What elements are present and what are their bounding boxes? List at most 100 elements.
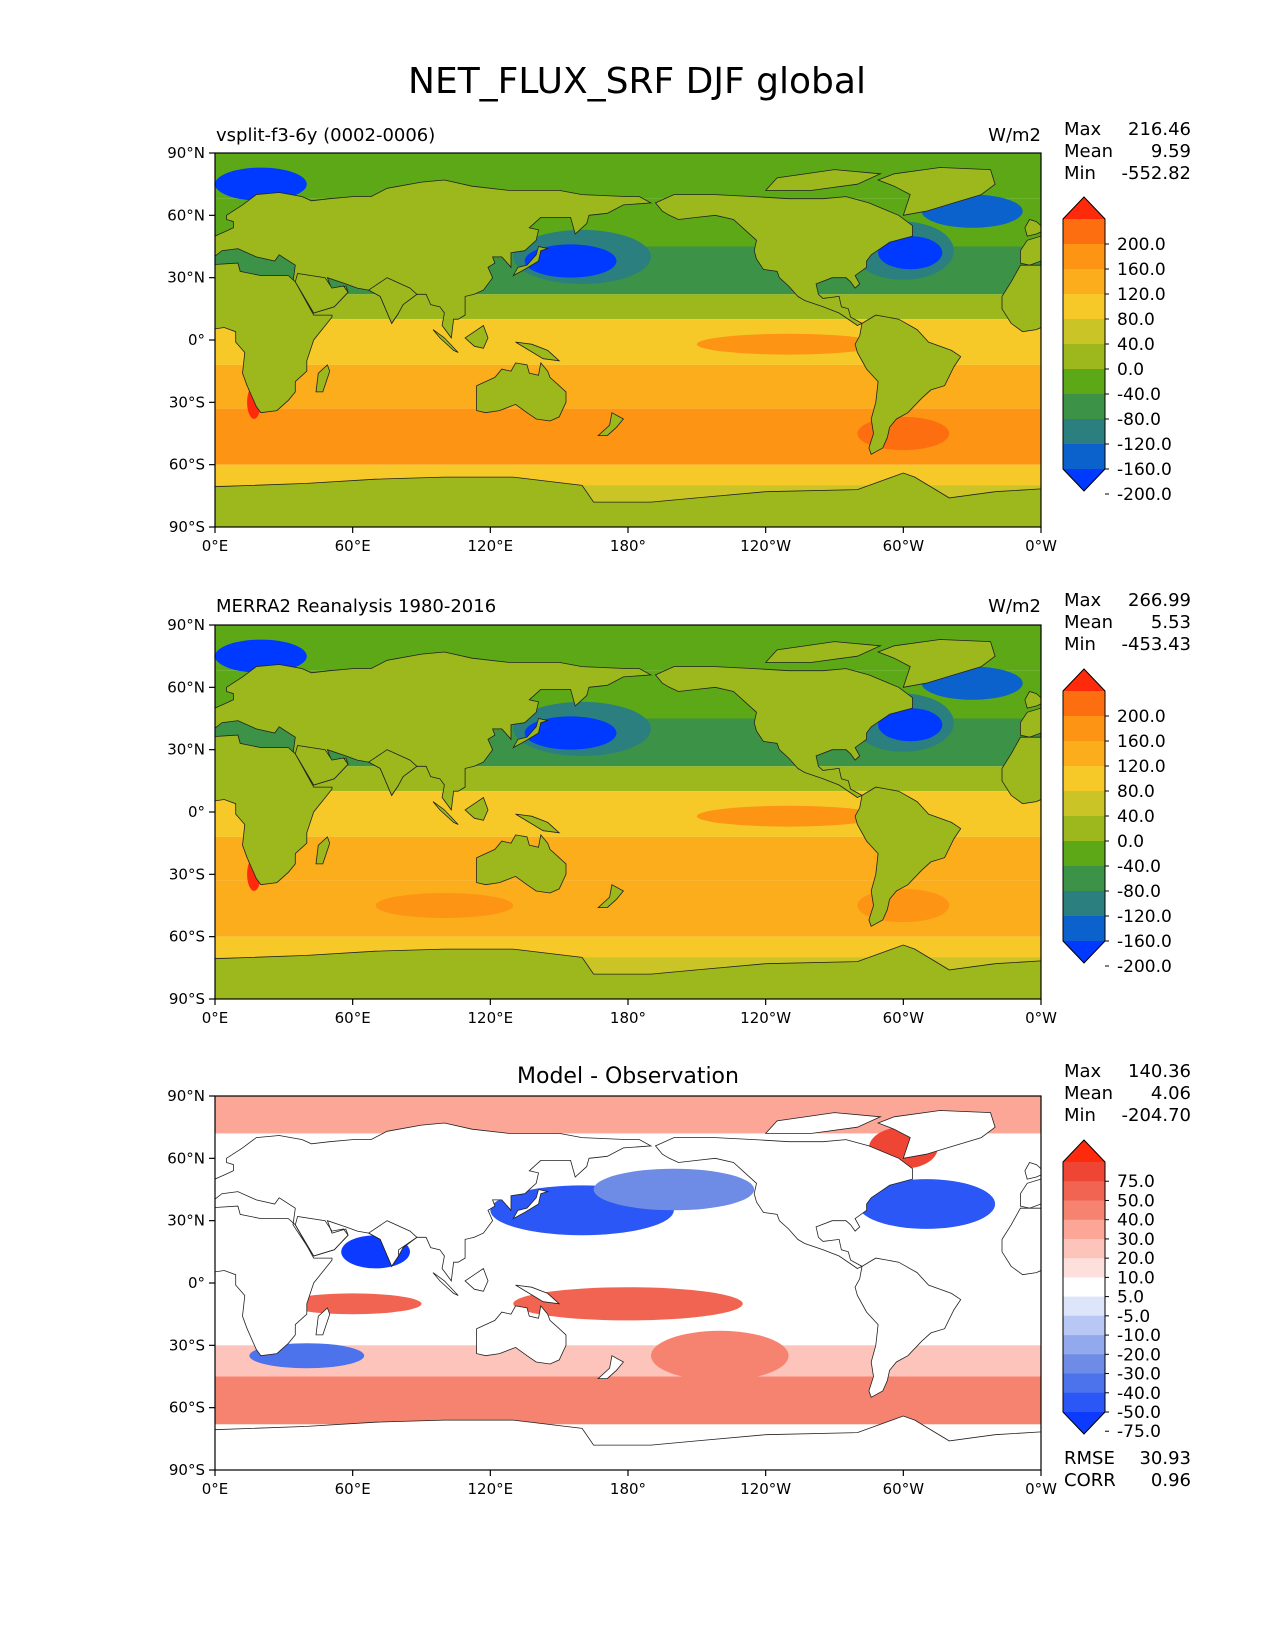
colorbar-label: 20.0 [1117,1249,1155,1269]
y-tick-label: 90°N [167,1087,205,1105]
y-tick-label: 60°N [167,206,205,224]
colorbar-extend-bottom [1063,469,1105,491]
stat-mean-label: Mean [1064,141,1113,162]
colorbar-segment [1063,1200,1105,1221]
y-tick-label: 60°N [167,1149,205,1167]
land-africa [215,1206,332,1356]
colorbar-segment [1063,244,1105,270]
colorbar-segment [1063,791,1105,817]
colorbar-segment [1063,816,1105,842]
colorbar-segment [1063,866,1105,892]
land-newGuinea [515,341,561,362]
panel-obs-field [215,625,1041,999]
stat-mean-value: 5.53 [1151,612,1191,633]
land-japan [513,1189,548,1219]
panel-obs-colorbar: 200.0 160.0 120.0 80.0 40.0 0.0 -40.0 -80.0 -120… [1062,668,1172,977]
x-tick-label: 0°E [202,1009,229,1027]
colorbar-label: -120.0 [1117,907,1172,927]
y-tick-label: 90°N [167,144,205,162]
x-tick-label: 120°W [740,537,791,555]
land-northAmerica [654,666,913,798]
colorbar-segment [1063,1258,1105,1278]
y-tick-label: 90°S [169,1461,205,1479]
land-borneo [464,796,489,821]
y-tick-label: 90°N [167,616,205,634]
land-southAmerica [854,314,962,455]
land-madagascar [315,364,331,393]
stat-min-label: Min [1064,634,1096,655]
colorbar-segment [1063,1373,1105,1394]
panel-diff-field [215,1096,1041,1470]
land-arabia [294,273,349,314]
coastline-nz [597,1355,625,1379]
panel-diff-y-ticks: 90°N 60°N 30°N 0° 30°S 60°S 90°S [167,1087,215,1479]
x-tick-label: 120°E [468,1480,514,1498]
colorbar-segment [1063,269,1105,295]
land-arcticCanada [764,169,882,191]
coastline-southAmerica [854,1257,962,1398]
land-africa [215,734,333,886]
y-tick-label: 30°N [167,1212,205,1230]
coastline-arabia [294,1216,349,1257]
stat-max-label: Max [1064,119,1102,140]
colorbar-label: 0.0 [1117,832,1144,852]
colorbar-extend-top [1063,1140,1105,1162]
n-atlantic-neg [857,1179,996,1229]
x-tick-label: 60°W [883,1009,925,1027]
land-westEurope [1020,235,1041,266]
x-tick-label: 0°W [1025,1480,1057,1498]
coastline-eurasia [215,1122,653,1282]
panel-obs-units: W/m2 [988,596,1041,617]
colorbar-label: 120.0 [1117,757,1166,777]
colorbar-segment [1063,1162,1105,1182]
colorbar-label: -80.0 [1117,410,1161,430]
stat-mean-value: 4.06 [1151,1083,1191,1104]
figure-title: NET_FLUX_SRF DJF global [408,61,866,102]
colorbar-label: -30.0 [1117,1365,1161,1385]
panel-diff-stats: Max 140.36 Mean 4.06 Min -204.70 [1064,1061,1191,1126]
stat-min-value: -204.70 [1122,1105,1191,1126]
coastline-arcticCanada [764,1112,882,1134]
x-tick-label: 0°E [202,1480,229,1498]
indian-gain [375,893,514,918]
se-pacific-pos [651,1330,789,1381]
colorbar-segment [1063,369,1105,395]
panel-diff: Model - Observation 0°E 60°E 120°E 180° 120°… [167,1061,1191,1498]
y-tick-label: 30°N [167,269,205,287]
land-newGuinea [515,1285,560,1304]
y-tick-label: 60°S [169,1399,205,1417]
land-africaW [1001,264,1041,333]
x-tick-label: 120°E [468,1009,514,1027]
colorbar-segment [1063,344,1105,370]
land-sumatra [432,801,459,825]
colorbar-label: 200.0 [1117,235,1166,255]
land-antarctica [215,472,1041,527]
coastline-newGuinea [515,1284,561,1305]
land-greenland [876,167,996,216]
y-tick-label: 30°N [167,741,205,759]
panel-obs-stats: Max 266.99 Mean 5.53 Min -453.43 [1064,590,1191,655]
x-tick-label: 120°W [740,1480,791,1498]
colorbar-segment [1063,916,1105,942]
land-arabia [294,745,349,786]
land-southAmerica [854,786,962,927]
land-india [367,749,418,797]
stat-max-value: 216.46 [1128,119,1191,140]
colorbar-label: -80.0 [1117,882,1161,902]
colorbar-segment [1063,444,1105,470]
colorbar-segment [1063,294,1105,320]
coastline-uk [1024,1162,1041,1180]
colorbar-segment [1063,1315,1105,1336]
colorbar-label: -20.0 [1117,1345,1161,1365]
colorbar-label: -75.0 [1117,1422,1161,1442]
land-madagascar [316,1307,330,1335]
colorbar-label: 120.0 [1117,285,1166,305]
panel-obs-left-title: MERRA2 Reanalysis 1980-2016 [216,596,496,617]
stat-max-label: Max [1064,590,1102,611]
land-africaW [1002,1208,1041,1275]
colorbar-segment [1063,219,1105,245]
colorbar-segment [1063,1181,1105,1201]
y-tick-label: 90°S [169,990,205,1008]
colorbar-segment [1063,841,1105,867]
colorbar-segment [1063,1392,1105,1413]
